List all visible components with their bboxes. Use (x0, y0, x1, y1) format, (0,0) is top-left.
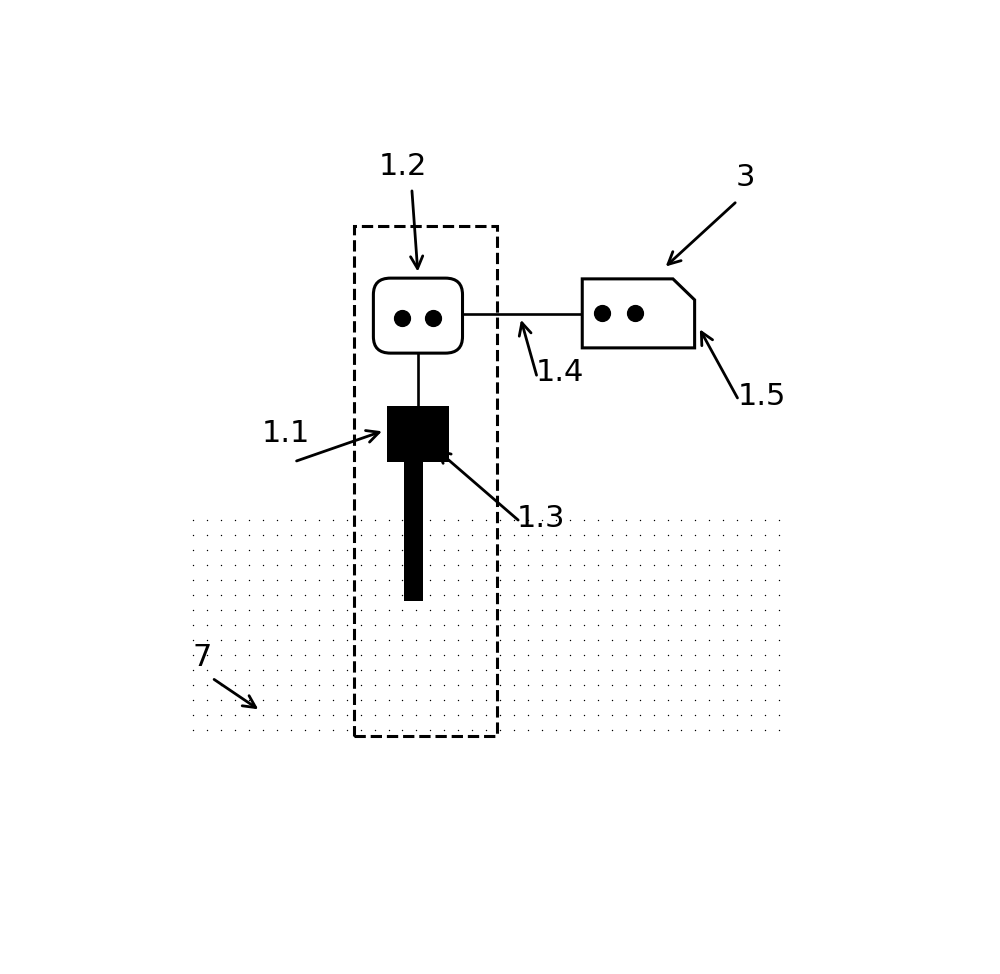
Text: 7: 7 (193, 643, 212, 672)
Point (594, 306, 610, 321)
Point (425, 310, 441, 325)
Text: 1.2: 1.2 (378, 152, 427, 180)
Bar (354, 226, 497, 735)
Point (627, 306, 643, 321)
Text: 1.1: 1.1 (262, 420, 310, 448)
Bar (387, 405, 449, 462)
Polygon shape (582, 279, 695, 348)
Bar (187, 510, 784, 735)
Bar (404, 460, 423, 601)
Point (394, 310, 410, 325)
Text: 1.4: 1.4 (536, 357, 584, 387)
FancyBboxPatch shape (373, 279, 463, 354)
Text: 1.5: 1.5 (737, 382, 786, 411)
Text: 3: 3 (735, 163, 755, 192)
Text: 1.3: 1.3 (516, 505, 565, 533)
